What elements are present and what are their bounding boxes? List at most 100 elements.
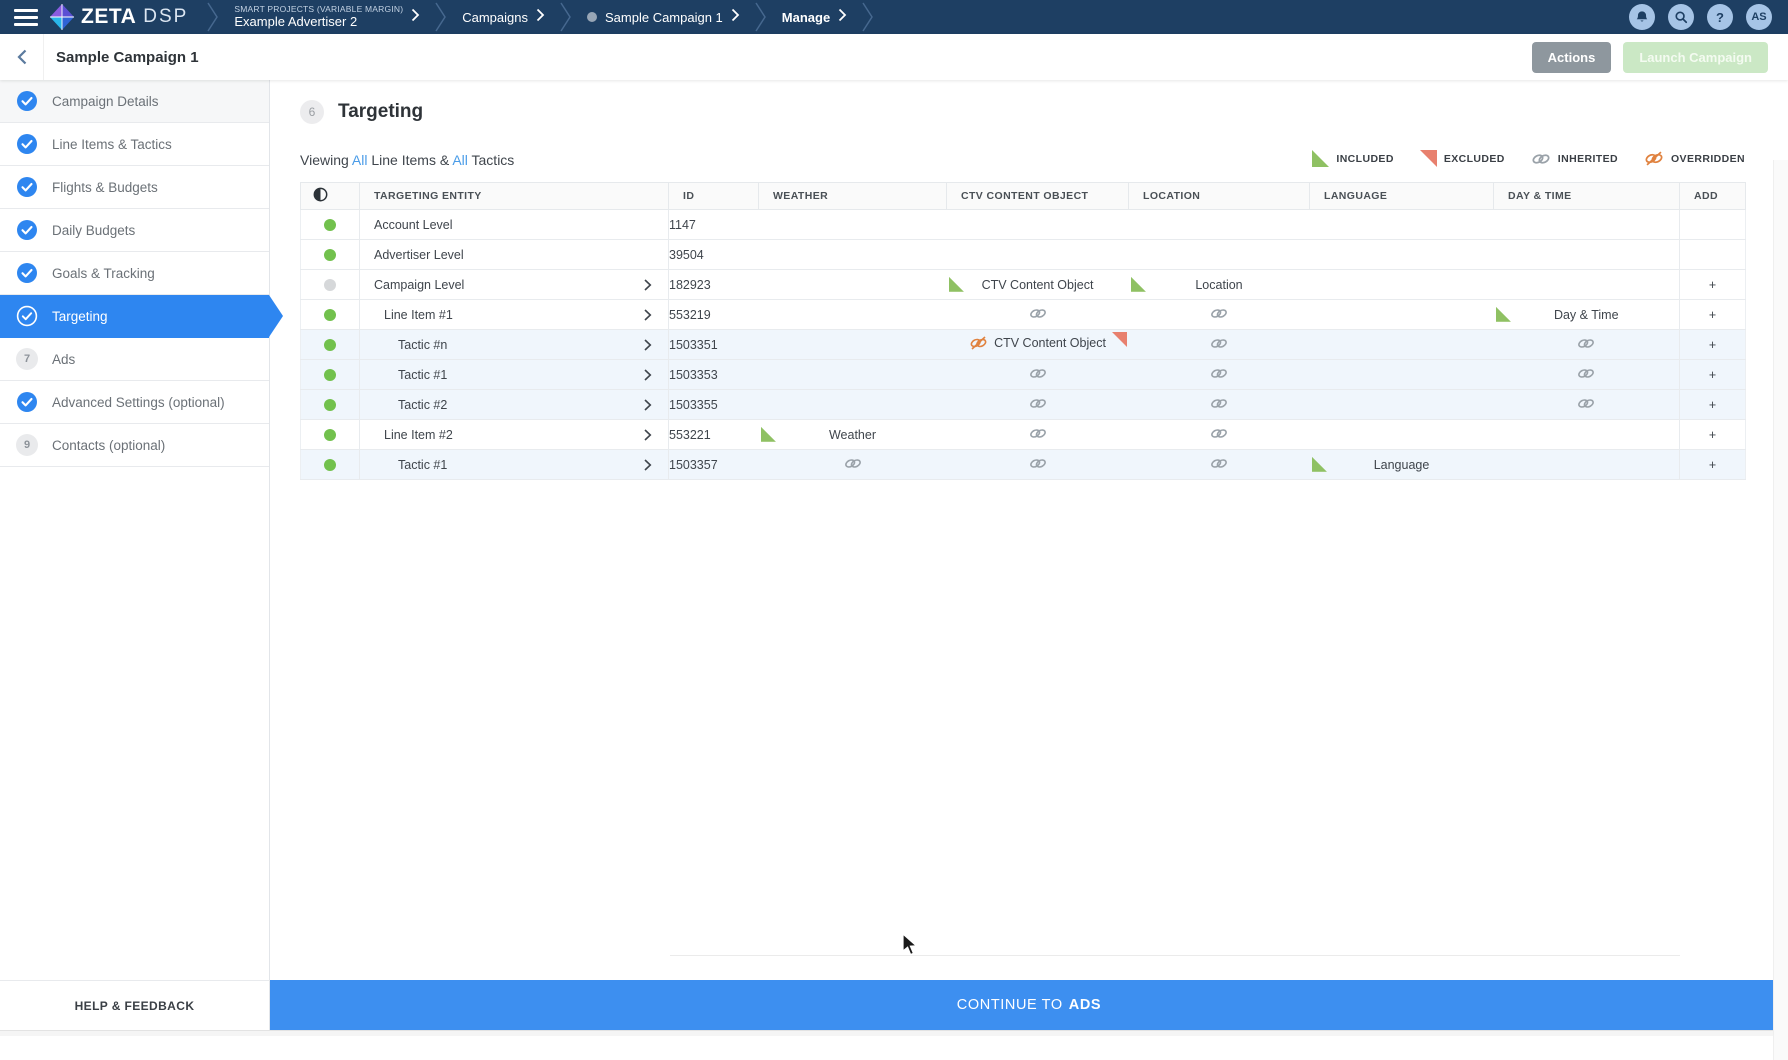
inherited-icon bbox=[1210, 427, 1228, 440]
sidebar-item-contacts-optional[interactable]: 9 Contacts (optional) bbox=[0, 424, 269, 467]
all-tactics-link[interactable]: All bbox=[452, 152, 468, 168]
breadcrumb-manage[interactable]: Manage bbox=[768, 0, 861, 34]
avatar[interactable]: AS bbox=[1746, 4, 1772, 30]
table-row: Line Item #2 553221 Weather + bbox=[300, 419, 1746, 450]
help-feedback-button[interactable]: HELP & FEEDBACK bbox=[0, 980, 270, 1030]
targeting-entity-label[interactable]: Advertiser Level bbox=[374, 247, 464, 262]
targeting-entity-label[interactable]: Campaign Level bbox=[374, 277, 465, 292]
targeting-entity-label[interactable]: Tactic #2 bbox=[398, 397, 448, 412]
bottom-strip bbox=[0, 1030, 1788, 1036]
targeting-value-label[interactable]: Day & Time bbox=[1553, 307, 1619, 322]
targeting-value-label[interactable]: CTV Content Object bbox=[981, 277, 1094, 292]
actions-button[interactable]: Actions bbox=[1531, 41, 1612, 73]
content-divider bbox=[670, 955, 1680, 956]
footer-bar: HELP & FEEDBACK CONTINUE TO ADS bbox=[0, 980, 1788, 1030]
status-dot-green bbox=[324, 219, 336, 232]
targeting-cell-location bbox=[1128, 419, 1310, 450]
column-header-day-time: DAY & TIME bbox=[1493, 182, 1680, 210]
add-targeting-button[interactable]: + bbox=[1679, 329, 1746, 360]
entity-id: 553219 bbox=[668, 299, 759, 330]
column-visibility-icon[interactable] bbox=[313, 187, 328, 205]
sidebar-item-label: Line Items & Tactics bbox=[52, 136, 172, 152]
notifications-icon[interactable] bbox=[1629, 4, 1655, 30]
add-targeting-button[interactable]: + bbox=[1679, 359, 1746, 390]
legend-item-excluded: EXCLUDED bbox=[1419, 150, 1505, 167]
launch-campaign-button[interactable]: Launch Campaign bbox=[1623, 41, 1768, 73]
table-row: Tactic #n 1503351 CTV Content Object + bbox=[300, 329, 1746, 360]
inherited-icon bbox=[1210, 457, 1228, 470]
chevron-right-icon bbox=[411, 8, 420, 27]
targeting-value-label[interactable]: Weather bbox=[828, 427, 876, 442]
targeting-entity-label[interactable]: Line Item #2 bbox=[384, 427, 453, 442]
targeting-value-label[interactable]: Location bbox=[1195, 277, 1243, 292]
targeting-cell-ctv bbox=[946, 299, 1129, 330]
status-dot bbox=[587, 12, 597, 22]
targeting-value-label[interactable]: CTV Content Object bbox=[994, 336, 1106, 350]
sidebar-item-ads[interactable]: 7 Ads bbox=[0, 338, 269, 381]
table-row: Advertiser Level 39504 bbox=[300, 239, 1746, 270]
brand-dsp: DSP bbox=[143, 6, 189, 27]
zeta-diamond-icon bbox=[50, 4, 74, 30]
brand-zeta: ZETA bbox=[81, 5, 137, 28]
menu-icon[interactable] bbox=[0, 0, 46, 34]
sidebar-item-targeting[interactable]: Targeting bbox=[0, 295, 283, 338]
add-targeting-button[interactable]: + bbox=[1679, 419, 1746, 450]
expand-chevron-icon[interactable] bbox=[644, 308, 652, 321]
expand-chevron-icon[interactable] bbox=[644, 338, 652, 351]
help-icon[interactable]: ? bbox=[1707, 4, 1733, 30]
chevron-right-icon bbox=[731, 8, 740, 27]
step-number-badge: 6 bbox=[300, 100, 324, 124]
targeting-legend: INCLUDED EXCLUDED INHERITED OVERRIDDEN bbox=[1312, 150, 1745, 168]
scrollbar-track[interactable] bbox=[1773, 160, 1788, 1060]
entity-id: 1503351 bbox=[668, 329, 759, 360]
expand-chevron-icon[interactable] bbox=[644, 368, 652, 381]
sidebar-item-daily-budgets[interactable]: Daily Budgets bbox=[0, 209, 269, 252]
sidebar-item-advanced-settings-optional[interactable]: Advanced Settings (optional) bbox=[0, 381, 269, 424]
breadcrumb-manage-label: Manage bbox=[781, 9, 831, 25]
sidebar-item-flights-budgets[interactable]: Flights & Budgets bbox=[0, 166, 269, 209]
targeting-cell-empty bbox=[1309, 239, 1494, 270]
add-targeting-button[interactable]: + bbox=[1679, 449, 1746, 480]
status-dot-green bbox=[324, 249, 336, 262]
sidebar-item-label: Targeting bbox=[52, 308, 108, 324]
continue-to-ads-button[interactable]: CONTINUE TO ADS bbox=[270, 980, 1788, 1030]
breadcrumb-separator bbox=[754, 0, 768, 34]
targeting-entity-label[interactable]: Tactic #1 bbox=[398, 457, 448, 472]
zeta-dsp-logo[interactable]: ZETA DSP bbox=[46, 0, 206, 34]
add-cell-empty bbox=[1679, 239, 1746, 270]
expand-chevron-icon[interactable] bbox=[644, 278, 652, 291]
targeting-value-label[interactable]: Language bbox=[1373, 457, 1430, 472]
add-cell-empty bbox=[1679, 209, 1746, 240]
entity-id: 1503355 bbox=[668, 389, 759, 420]
all-line-items-link[interactable]: All bbox=[351, 152, 368, 168]
inherited-icon bbox=[1210, 337, 1228, 350]
sidebar-item-line-items-tactics[interactable]: Line Items & Tactics bbox=[0, 123, 269, 166]
targeting-entity-label[interactable]: Tactic #1 bbox=[398, 367, 448, 382]
back-button[interactable] bbox=[0, 34, 44, 80]
sidebar-item-goals-tracking[interactable]: Goals & Tracking bbox=[0, 252, 269, 295]
sidebar-item-campaign-details[interactable]: Campaign Details bbox=[0, 80, 269, 123]
targeting-cell-ctv bbox=[946, 359, 1129, 390]
expand-chevron-icon[interactable] bbox=[644, 428, 652, 441]
targeting-cell-language: Language bbox=[1309, 449, 1494, 480]
targeting-entity-label[interactable]: Line Item #1 bbox=[384, 307, 453, 322]
search-icon[interactable] bbox=[1668, 4, 1694, 30]
targeting-cell-ctv: CTV Content Object bbox=[946, 329, 1129, 360]
expand-chevron-icon[interactable] bbox=[644, 398, 652, 411]
legend-label: INHERITED bbox=[1557, 152, 1618, 165]
breadcrumb-sample-campaign[interactable]: Sample Campaign 1 bbox=[573, 0, 754, 34]
expand-chevron-icon[interactable] bbox=[644, 458, 652, 471]
add-targeting-button[interactable]: + bbox=[1679, 299, 1746, 330]
targeting-entity-label[interactable]: Tactic #n bbox=[398, 337, 448, 352]
add-targeting-button[interactable]: + bbox=[1679, 389, 1746, 420]
add-targeting-button[interactable]: + bbox=[1679, 269, 1746, 300]
breadcrumb-campaigns[interactable]: Campaigns bbox=[448, 0, 559, 34]
targeting-cell-empty bbox=[1309, 389, 1494, 420]
overridden-icon bbox=[1644, 151, 1664, 166]
breadcrumb-advertiser[interactable]: SMART PROJECTS (VARIABLE MARGIN) Example… bbox=[220, 0, 434, 34]
entity-id: 1147 bbox=[668, 209, 759, 240]
targeting-entity-label[interactable]: Account Level bbox=[374, 217, 453, 232]
entity-id: 1503353 bbox=[668, 359, 759, 390]
targeting-cell-empty bbox=[1309, 209, 1494, 240]
